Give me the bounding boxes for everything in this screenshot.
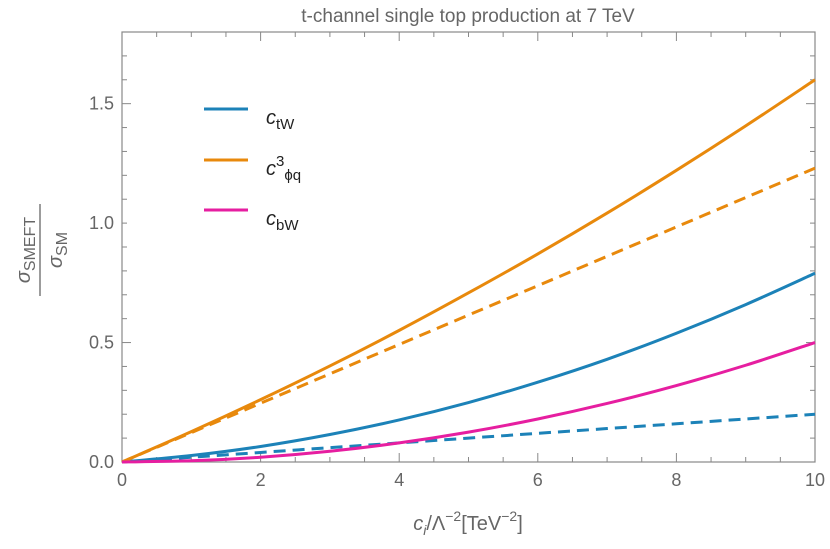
legend-label-ctw: ctW [266, 107, 295, 133]
x-tick-label: 6 [533, 470, 543, 490]
legend-label-cbw: cbW [266, 208, 299, 234]
y-tick-label: 0.5 [89, 333, 114, 353]
x-axis-label: ci/Λ−2[TeV−2] [413, 508, 523, 538]
plot-frame [121, 31, 816, 463]
chart-title: t-channel single top production at 7 TeV [301, 6, 635, 27]
series-line-cbw-solid [121, 341, 816, 464]
y-tick-label: 0.0 [89, 452, 114, 472]
series-line-cphiq-solid [121, 78, 816, 464]
series-line-ctw-solid [121, 271, 816, 464]
x-tick-label: 0 [117, 470, 127, 490]
series-group [121, 78, 816, 464]
y-label-denominator: σSM [45, 232, 71, 268]
y-axis-label: σSMEFT σSM [13, 204, 71, 296]
y-label-numerator: σSMEFT [13, 217, 39, 284]
y-tick-label: 1.0 [89, 213, 114, 233]
series-line-cphiq-dashed [121, 166, 816, 464]
y-tick-label: 1.5 [89, 94, 114, 114]
x-tick-label: 10 [805, 470, 825, 490]
legend-label-cphiq: c3ϕq [266, 153, 301, 184]
ticks: 0 2 4 6 8 10 0.0 0.5 1.0 1.5 [89, 31, 825, 490]
legend: ctW c3ϕq cbW [204, 107, 301, 234]
series-line-ctw-dashed [121, 412, 816, 464]
x-tick-label: 4 [394, 470, 404, 490]
x-tick-label: 2 [256, 470, 266, 490]
x-tick-label: 8 [671, 470, 681, 490]
